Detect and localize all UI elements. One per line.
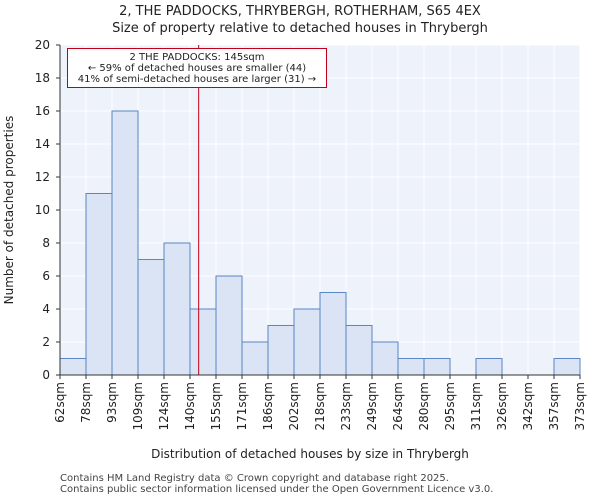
- x-tick-label: 124sqm: [157, 382, 171, 430]
- x-tick-label: 93sqm: [105, 382, 119, 423]
- footer-copyright: Contains HM Land Registry data © Crown c…: [60, 473, 449, 484]
- histogram-bar: [215, 275, 243, 376]
- y-tick-label: 10: [35, 203, 50, 217]
- axes: 0 2 4 6 8 10 12 14 16 18 20 62sqm 78sqm 93sqm 109sqm 12…: [35, 38, 587, 430]
- annotation-smaller: ← 59% of detached houses are smaller (44…: [87, 63, 307, 74]
- histogram-bar: [423, 358, 451, 376]
- bar-series: [59, 110, 581, 376]
- histogram-bar: [59, 358, 87, 376]
- y-tick-label: 8: [42, 236, 50, 250]
- x-tick-label: 280sqm: [417, 382, 431, 430]
- x-tick-label: 202sqm: [287, 382, 301, 430]
- y-tick-label: 14: [35, 137, 50, 151]
- x-tick-label: 357sqm: [547, 382, 561, 430]
- histogram-bar: [267, 325, 295, 376]
- chart-subtitle: Size of property relative to detached ho…: [112, 21, 488, 36]
- chart-title: 2, THE PADDOCKS, THRYBERGH, ROTHERHAM, S…: [119, 4, 481, 19]
- x-tick-label: 249sqm: [365, 382, 379, 430]
- x-tick-label: 62sqm: [53, 382, 67, 423]
- histogram-bar: [241, 341, 269, 376]
- x-tick-label: 78sqm: [79, 382, 93, 423]
- y-axis-label: Number of detached properties: [2, 116, 16, 305]
- x-tick-label: 155sqm: [209, 382, 223, 430]
- x-tick-label: 264sqm: [391, 382, 405, 430]
- y-tick-label: 16: [35, 104, 50, 118]
- footer-licence: Contains public sector information licen…: [60, 484, 494, 495]
- y-tick-label: 6: [42, 269, 50, 283]
- histogram-bar: [397, 358, 425, 376]
- x-tick-label: 218sqm: [313, 382, 327, 430]
- histogram-bar: [189, 308, 217, 376]
- property-annotation-box: 2 THE PADDOCKS: 145sqm ← 59% of detached…: [67, 48, 327, 88]
- histogram-bar: [293, 308, 321, 376]
- x-axis-label: Distribution of detached houses by size …: [151, 447, 469, 461]
- x-tick-label: 342sqm: [521, 382, 535, 430]
- x-tick-label: 171sqm: [235, 382, 249, 430]
- histogram-bar: [371, 341, 399, 376]
- annotation-title: 2 THE PADDOCKS: 145sqm: [129, 52, 265, 63]
- histogram-bar: [553, 358, 581, 376]
- x-tick-label: 311sqm: [469, 382, 483, 430]
- histogram-bar: [319, 292, 347, 376]
- x-tick-label: 140sqm: [183, 382, 197, 430]
- y-tick-label: 18: [35, 71, 50, 85]
- annotation-larger: 41% of semi-detached houses are larger (…: [77, 74, 317, 85]
- histogram-bar: [345, 325, 373, 376]
- x-tick-label: 186sqm: [261, 382, 275, 430]
- x-tick-label: 295sqm: [443, 382, 457, 430]
- y-tick-label: 0: [42, 368, 50, 382]
- x-tick-label: 233sqm: [339, 382, 353, 430]
- y-tick-label: 20: [35, 38, 50, 52]
- y-tick-label: 2: [42, 335, 50, 349]
- histogram-bar: [111, 110, 139, 376]
- x-tick-label: 326sqm: [495, 382, 509, 430]
- y-tick-label: 4: [42, 302, 50, 316]
- x-tick-label: 373sqm: [573, 382, 587, 430]
- histogram-bar: [475, 358, 503, 376]
- y-tick-label: 12: [35, 170, 50, 184]
- histogram-bar: [163, 242, 191, 376]
- histogram-bar: [137, 259, 165, 376]
- x-tick-label: 109sqm: [131, 382, 145, 430]
- histogram-bar: [85, 193, 113, 376]
